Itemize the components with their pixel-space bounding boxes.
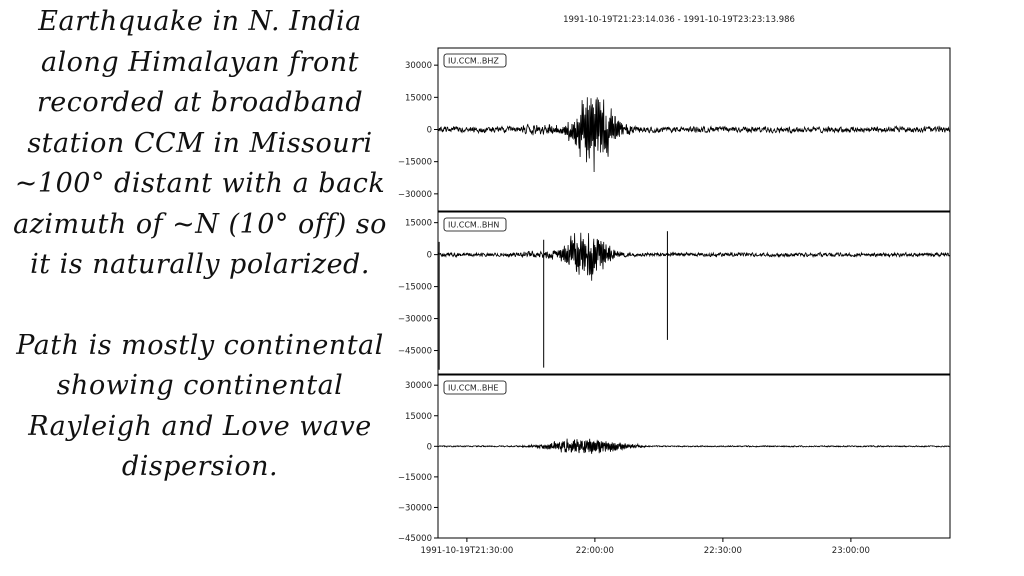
text-line: dispersion. [121, 451, 279, 482]
trace-panel: 15000 0 −15000 −30000 −45000 IU.CCM..BHN [398, 211, 951, 375]
chart-title: 1991-10-19T21:23:14.036 - 1991-10-19T23:… [563, 15, 795, 25]
x-tick-label: 23:00:00 [832, 546, 870, 556]
panel-frame [437, 211, 951, 375]
y-tick-label: −15000 [398, 473, 432, 483]
channel-label: IU.CCM..BHZ [448, 57, 499, 66]
y-tick-label: −45000 [398, 534, 432, 544]
text-line: Earthquake in N. India [38, 6, 362, 37]
x-axis: 1991-10-19T21:30:00 22:00:00 22:30:00 23:00… [421, 538, 870, 556]
panel-frame [437, 374, 951, 539]
y-tick-label: 30000 [405, 381, 432, 391]
y-tick-label: −45000 [398, 347, 432, 357]
waveform-line [437, 438, 951, 454]
y-tick-label: 15000 [405, 412, 432, 422]
text-line: Rayleigh and Love wave [28, 410, 372, 442]
y-tick-label: 30000 [405, 61, 432, 71]
channel-label-box [443, 53, 507, 68]
text-line: recorded at broadband [36, 87, 364, 118]
y-tick-label: −30000 [398, 315, 432, 325]
channel-label: IU.CCM..BHE [448, 384, 498, 393]
text-line: it is naturally polarized. [30, 249, 370, 280]
text-line: along Himalayan front [40, 46, 360, 78]
x-tick-label: 22:00:00 [576, 546, 614, 556]
y-tick-label: 0 [427, 442, 432, 452]
y-tick-label: 15000 [405, 219, 432, 229]
text-line: Path is mostly continental [16, 329, 384, 361]
channel-label: IU.CCM..BHN [448, 221, 499, 230]
channel-label-box [443, 217, 507, 232]
y-tick-label: 0 [427, 126, 432, 136]
y-tick-label: −15000 [398, 283, 432, 293]
text-line: station CCM in Missouri [27, 127, 373, 159]
y-tick-label: −15000 [398, 158, 432, 168]
x-tick-label: 1991-10-19T21:30:00 [421, 546, 514, 556]
y-tick-label: 15000 [405, 93, 432, 103]
y-tick-label: −30000 [398, 503, 432, 513]
waveform-line [437, 97, 951, 173]
channel-label-box [443, 380, 507, 395]
y-tick-label: −30000 [398, 190, 432, 200]
trace-panels: 30000 15000 0 −15000 −30000 IU.CCM..BHZ 15000 0… [398, 47, 951, 544]
trace-panel: 30000 15000 0 −15000 −30000 −45000 IU.CCM..BHE [398, 374, 951, 544]
text-line: azimuth of ~N (10° off) so [13, 208, 387, 240]
waveform-line [437, 232, 951, 281]
text-line: ~100° distant with a back [14, 168, 386, 199]
text-line: showing continental [56, 370, 344, 401]
y-tick-label: 0 [427, 251, 432, 261]
trace-panel: 30000 15000 0 −15000 −30000 IU.CCM..BHZ [398, 47, 951, 212]
slide-text-block: Earthquake in N. India along Himalayan f… [0, 2, 400, 488]
x-tick-label: 22:30:00 [704, 546, 742, 556]
